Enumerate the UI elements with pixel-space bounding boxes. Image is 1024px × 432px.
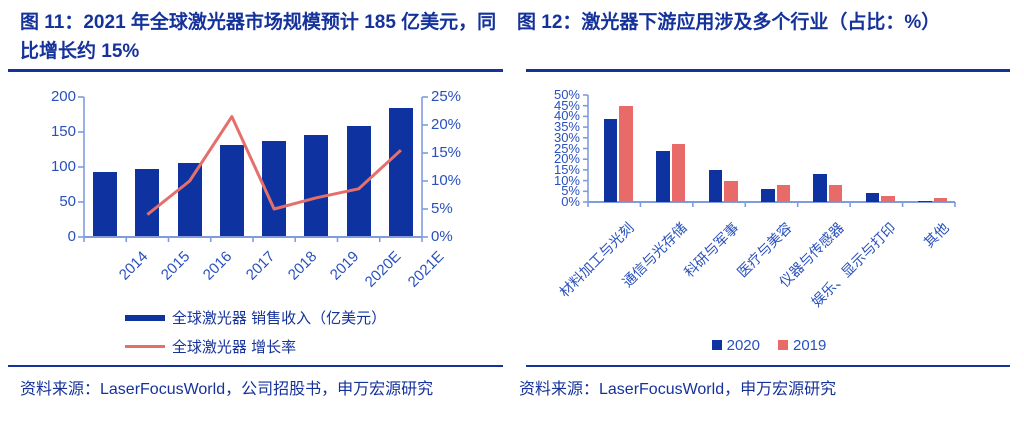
bar-2019-通信与光存储 bbox=[671, 144, 686, 202]
bar-2017 bbox=[219, 145, 244, 237]
fig11-source: 资料来源：LaserFocusWorld，公司招股书，申万宏源研究 bbox=[20, 381, 434, 398]
fig11-chart-plot: 0 50 100 150 200 0% 5% 10% 15% 20% 25% 2014 2015 2016… bbox=[51, 88, 461, 291]
y-axis-left-tick-label: 100 bbox=[50, 158, 76, 175]
fig12-bottom-rule bbox=[526, 365, 1010, 367]
x-axis-label-材料加工与光刻: 材料加工与光刻 bbox=[556, 219, 637, 301]
y-axis-tick-label: 45% bbox=[553, 97, 580, 113]
bar-2019-其他 bbox=[933, 197, 948, 202]
x-axis-label-2015: 2015 bbox=[157, 248, 194, 284]
fig12-source: 资料来源：LaserFocusWorld，申万宏源研究 bbox=[519, 381, 837, 398]
y-axis-tick-label: 0% bbox=[561, 194, 580, 209]
x-axis-label-2019: 2019 bbox=[326, 248, 363, 284]
x-axis-label-2020E: 2020E bbox=[361, 248, 405, 291]
fig12-legend-item-2019: 2019 bbox=[778, 337, 826, 354]
y-axis-tick-label: 5% bbox=[561, 183, 580, 199]
legend-square-2019 bbox=[778, 340, 788, 350]
bar-2015 bbox=[135, 169, 160, 237]
bar-2019-仪器与传感器 bbox=[828, 184, 843, 202]
bar-2019 bbox=[304, 134, 329, 237]
y-axis-right-tick-label: 20% bbox=[431, 116, 462, 133]
bar-2016 bbox=[177, 162, 202, 237]
fig11-legend: 全球激光器 销售收入（亿美元） 全球激光器 增长率 bbox=[8, 303, 503, 361]
fig11-title-rule bbox=[8, 69, 503, 72]
y-axis-left-tick-label: 50 bbox=[59, 193, 76, 210]
fig11-legend-row-revenue: 全球激光器 销售收入（亿美元） bbox=[124, 303, 387, 332]
legend-square-2020 bbox=[711, 340, 722, 350]
fig12-chart-plot: 0% 5% 10% 15% 20% 25% 30% 35% 40% 45% 50% 材料加工与光刻 通信… bbox=[554, 87, 956, 310]
bar-2019-娱乐、显示与打印 bbox=[881, 195, 895, 202]
y-axis-tick-label: 20% bbox=[553, 151, 580, 167]
y-axis-tick-label: 40% bbox=[553, 108, 580, 124]
x-axis-label-2021E: 2021E bbox=[404, 248, 447, 291]
x-axis-label-2018: 2018 bbox=[284, 248, 321, 284]
axes-and-line-layer bbox=[78, 96, 428, 242]
y-axis-left-tick-label: 200 bbox=[50, 88, 76, 105]
y-axis-left-tick-label: 150 bbox=[50, 123, 76, 140]
y-axis-tick-label: 10% bbox=[553, 172, 580, 188]
y-axis-right-tick-label: 5% bbox=[431, 200, 453, 217]
bar-2019-科研与军事 bbox=[724, 180, 738, 202]
bar-2020-仪器与传感器 bbox=[813, 174, 827, 202]
fig12-legend-label-2020: 2020 bbox=[726, 336, 760, 354]
bar-2020-材料加工与光刻 bbox=[603, 118, 618, 202]
growth-rate-line bbox=[146, 115, 402, 216]
x-axis-label-2016: 2016 bbox=[200, 248, 236, 284]
fig12-legend-label-2019: 2019 bbox=[793, 336, 827, 354]
fig12-title: 图 12：激光器下游应用涉及多个行业（占比：%） bbox=[517, 12, 941, 33]
bar-2014 bbox=[93, 171, 118, 237]
fig12-legend-item-2020: 2020 bbox=[711, 336, 760, 354]
fig12-legend: 2020 2019 bbox=[528, 334, 1010, 356]
bar-2020-通信与光存储 bbox=[656, 150, 670, 202]
y-axis-right-tick-label: 10% bbox=[431, 172, 462, 189]
bar-2019-材料加工与光刻 bbox=[619, 105, 633, 202]
y-axis-tick-label: 50% bbox=[553, 87, 580, 102]
y-axis-tick-label: 25% bbox=[553, 140, 580, 156]
bar-2020-娱乐、显示与打印 bbox=[865, 193, 880, 202]
bar-series-swatch bbox=[124, 314, 165, 321]
x-axis-label-其他: 其他 bbox=[920, 219, 952, 251]
y-axis-tick-label: 15% bbox=[553, 161, 580, 177]
x-axis-label-2014: 2014 bbox=[115, 248, 152, 284]
fig11-legend-label-revenue: 全球激光器 销售收入（亿美元） bbox=[171, 310, 387, 327]
y-axis-right-tick-label: 25% bbox=[431, 88, 462, 105]
y-axis-right-tick-label: 0% bbox=[431, 228, 453, 245]
bar-2019-医疗与美容 bbox=[776, 184, 790, 202]
bar-2020-科研与军事 bbox=[708, 169, 723, 202]
bar-2021E bbox=[388, 107, 413, 237]
x-axis-label-科研与军事: 科研与军事 bbox=[680, 219, 742, 281]
fig11-title: 图 11：2021 年全球激光器市场规模预计 185 亿美元，同比增长约 15% bbox=[20, 12, 497, 62]
y-axis-left-tick-label: 0 bbox=[67, 228, 76, 245]
fig12-title-rule bbox=[526, 69, 1010, 72]
fig11-legend-row-growth: 全球激光器 增长率 bbox=[124, 332, 386, 361]
y-axis-tick-label: 30% bbox=[553, 129, 580, 145]
y-axis-tick-label: 35% bbox=[553, 119, 580, 135]
y-axis-right-tick-label: 15% bbox=[431, 144, 462, 161]
bar-2020-医疗与美容 bbox=[761, 189, 775, 202]
bar-2020-其他 bbox=[918, 200, 932, 202]
x-axis-label-2017: 2017 bbox=[242, 248, 278, 284]
axes-and-line-layer bbox=[583, 94, 956, 207]
fig11-bottom-rule bbox=[8, 365, 503, 367]
fig11-legend-label-growth: 全球激光器 增长率 bbox=[171, 339, 297, 356]
line-series-swatch bbox=[124, 345, 165, 348]
